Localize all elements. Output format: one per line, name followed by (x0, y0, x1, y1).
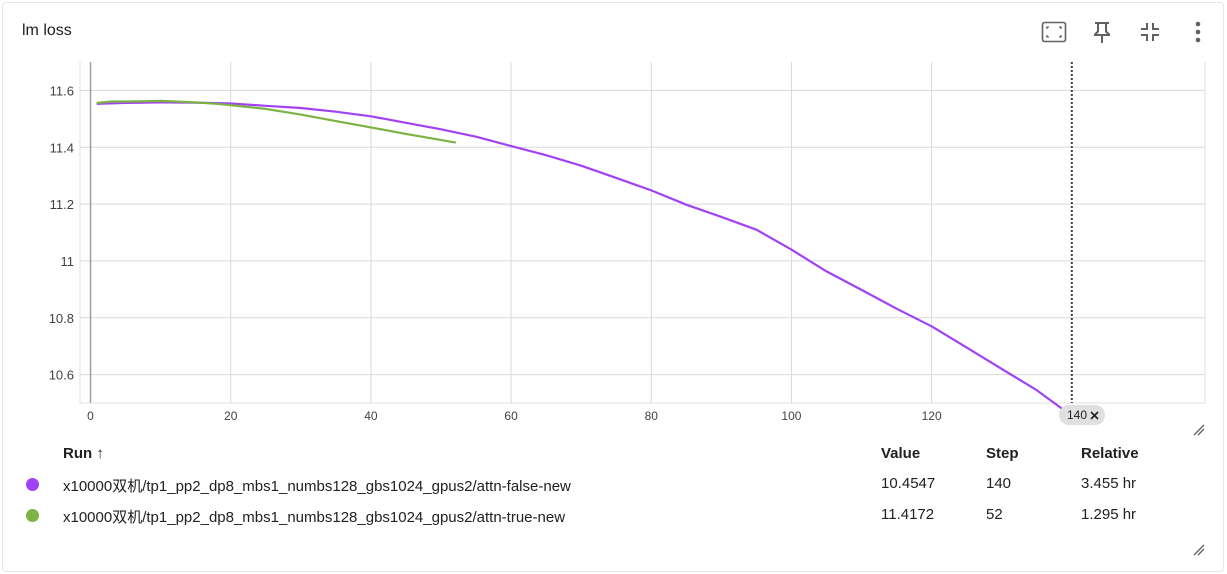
step-cursor-badge[interactable]: 140 (1059, 405, 1106, 425)
x-tick-label: 20 (224, 409, 238, 423)
step-cursor-label: 140 (1067, 408, 1088, 422)
sort-arrow-icon: ↑ (96, 445, 104, 462)
relative-column-header[interactable]: Relative (1081, 445, 1139, 462)
series-line-1[interactable] (96, 99, 457, 144)
y-tick-label: 11 (61, 254, 75, 269)
run-color-swatch (26, 509, 39, 522)
run-step: 140 (986, 475, 1012, 492)
y-tick-label: 10.8 (49, 311, 74, 326)
run-name: x10000双机/tp1_pp2_dp8_mbs1_numbs128_gbs10… (63, 509, 566, 526)
more-vert-icon (1195, 21, 1201, 43)
fit-domain-icon (1041, 21, 1067, 43)
run-name: x10000双机/tp1_pp2_dp8_mbs1_numbs128_gbs10… (63, 478, 571, 495)
run-color-swatch (26, 478, 39, 491)
fit-domain-button[interactable] (1038, 16, 1070, 48)
run-relative: 1.295 hr (1081, 506, 1137, 523)
x-tick-label: 0 (87, 409, 94, 423)
resize-handle-icon[interactable] (1193, 424, 1205, 436)
y-tick-label: 11.4 (50, 140, 74, 155)
pin-button[interactable] (1086, 16, 1118, 48)
y-tick-label: 11.6 (50, 83, 74, 98)
step-column-header[interactable]: Step (986, 445, 1019, 462)
x-tick-label: 80 (645, 409, 659, 423)
series-line-0[interactable] (96, 101, 1073, 417)
run-value: 11.4172 (881, 506, 935, 523)
x-tick-label: 40 (364, 409, 378, 423)
y-tick-label: 10.6 (49, 368, 74, 383)
run-value: 10.4547 (881, 475, 936, 492)
run-step: 52 (986, 506, 1003, 523)
line-chart[interactable]: 10.6 10.8 11 11.2 11.4 11.6 0 20 40 60 80 100 120 (0, 0, 1227, 440)
x-tick-label: 120 (922, 409, 942, 423)
chart-grid (79, 62, 1206, 404)
table-row[interactable]: x10000双机/tp1_pp2_dp8_mbs1_numbs128_gbs10… (0, 469, 1227, 500)
run-relative: 3.455 hr (1081, 475, 1137, 492)
more-options-button[interactable] (1182, 16, 1214, 48)
x-axis: 0 20 40 60 80 100 120 (87, 409, 942, 423)
x-tick-label: 60 (504, 409, 518, 423)
value-column-header[interactable]: Value (881, 445, 921, 462)
x-tick-label: 100 (781, 409, 801, 423)
collapse-icon (1141, 23, 1159, 41)
pin-icon (1094, 22, 1110, 43)
card-title: lm loss (22, 22, 72, 39)
collapse-button[interactable] (1134, 16, 1166, 48)
series-layer (96, 99, 1073, 417)
table-row[interactable]: x10000双机/tp1_pp2_dp8_mbs1_numbs128_gbs10… (0, 500, 1227, 531)
y-tick-label: 11.2 (50, 197, 74, 212)
run-column-header[interactable]: Run ↑ (63, 445, 104, 462)
y-axis: 10.6 10.8 11 11.2 11.4 11.6 (49, 83, 74, 382)
resize-handle-icon[interactable] (1193, 544, 1205, 556)
close-icon[interactable] (1090, 410, 1099, 420)
